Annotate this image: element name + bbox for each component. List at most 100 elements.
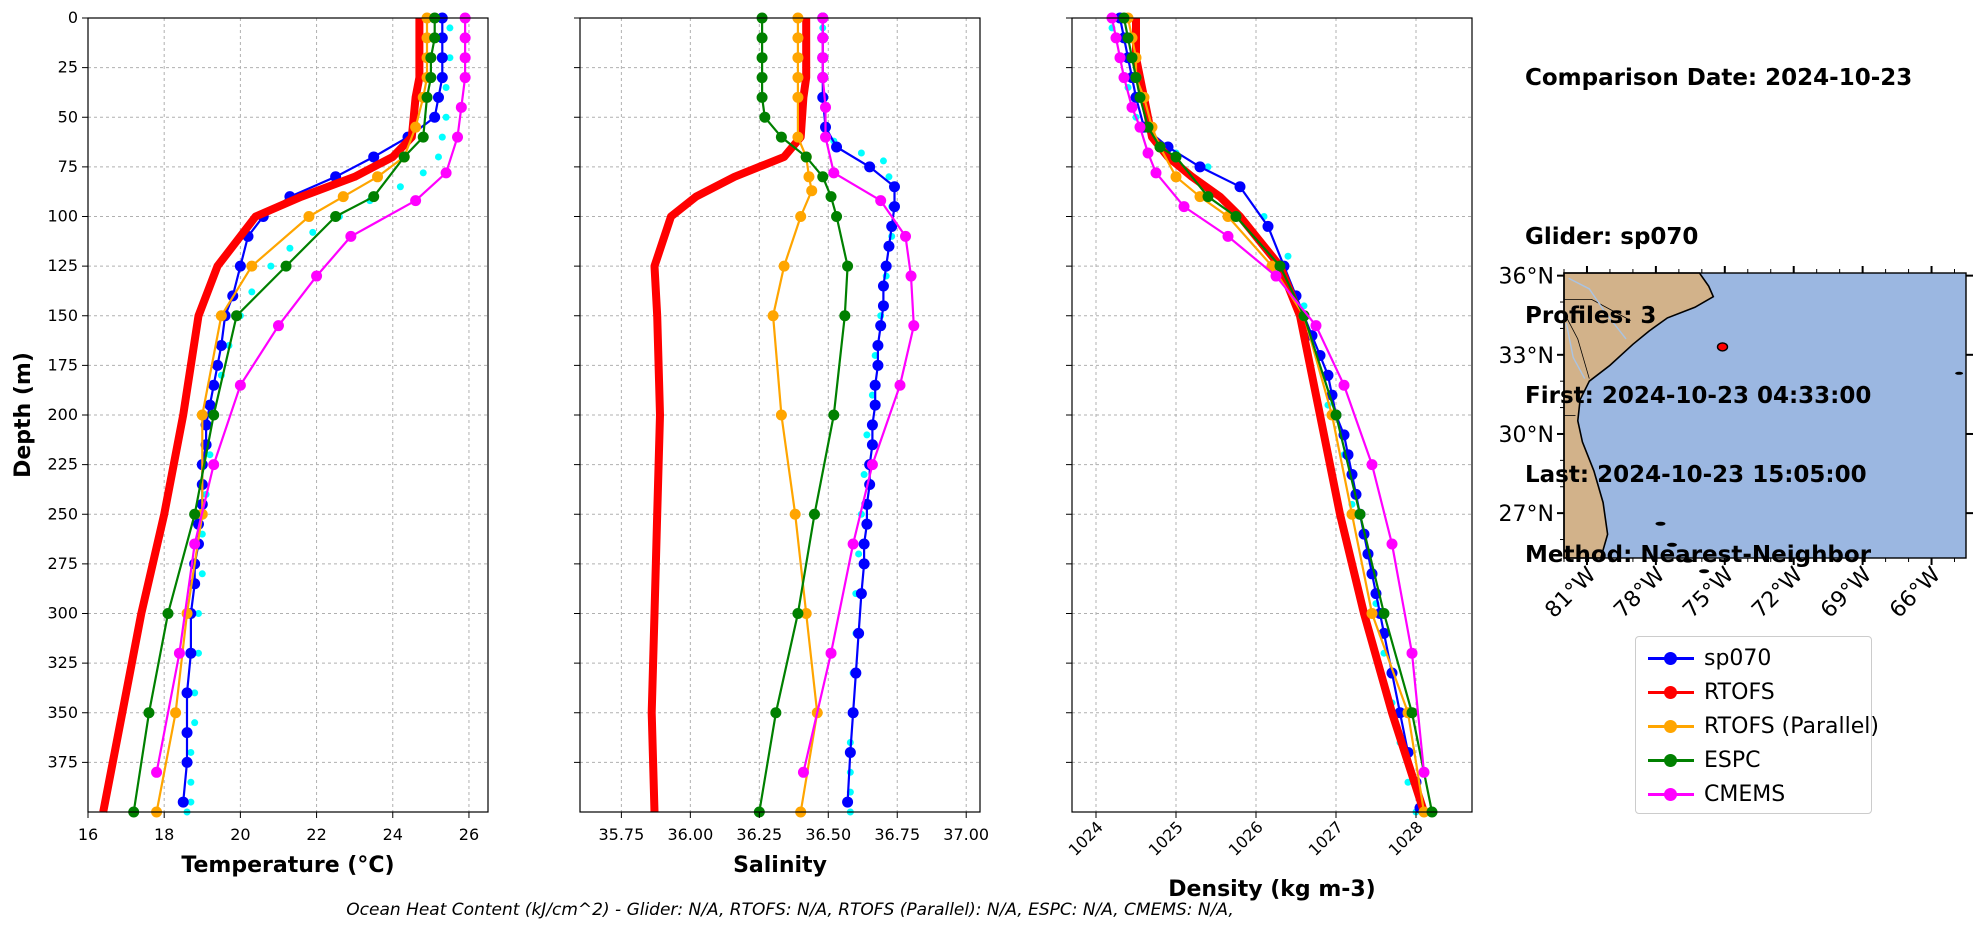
x-tick-label: 22 xyxy=(306,825,326,844)
series-point xyxy=(436,52,448,64)
raw-glider-point xyxy=(191,689,199,697)
series-point xyxy=(1418,766,1430,778)
series-line-sp070 xyxy=(821,18,896,803)
series-point xyxy=(452,131,464,143)
series-point xyxy=(272,320,284,332)
series-point xyxy=(817,171,829,183)
y-tick-label: 75 xyxy=(58,157,78,176)
legend-entry: ESPC xyxy=(1636,743,1761,777)
series-point xyxy=(792,608,804,619)
series-point xyxy=(1270,270,1282,282)
series-point xyxy=(1274,260,1286,272)
series-line-cmems xyxy=(802,18,915,773)
state-border xyxy=(1564,298,1631,321)
last-time: Last: 2024-10-23 15:05:00 xyxy=(1525,462,1867,488)
raw-glider-point xyxy=(879,157,887,165)
series-point xyxy=(844,746,856,758)
series-point xyxy=(459,72,471,84)
legend-swatch-marker xyxy=(1664,652,1677,665)
lat-tick-label: 27°N xyxy=(1499,502,1554,527)
series-point xyxy=(789,508,801,520)
series-point xyxy=(1130,72,1142,84)
series-point xyxy=(858,538,870,550)
series-point xyxy=(215,340,227,352)
series-point xyxy=(204,399,216,411)
series-point xyxy=(1354,508,1366,520)
series-point xyxy=(1366,608,1378,619)
series-point xyxy=(330,211,342,222)
y-tick-label: 100 xyxy=(47,207,78,226)
first-time: First: 2024-10-23 04:33:00 xyxy=(1525,382,1872,409)
raw-glider-point xyxy=(191,719,199,727)
series-point xyxy=(775,409,787,421)
x-axis-label: Salinity xyxy=(733,853,827,878)
legend-entry: sp070 xyxy=(1636,641,1771,675)
series-point xyxy=(1222,230,1234,242)
series-point xyxy=(1170,171,1182,183)
series-point xyxy=(455,101,467,113)
series-point xyxy=(1134,91,1146,103)
y-tick-label: 225 xyxy=(47,455,78,474)
series-point xyxy=(1142,147,1154,159)
series-point xyxy=(831,141,843,153)
series-point xyxy=(410,195,422,207)
series-point xyxy=(1330,409,1342,421)
series-point xyxy=(337,191,349,203)
series-point xyxy=(246,260,258,272)
series-point xyxy=(888,201,900,213)
x-tick-label: 1026 xyxy=(1225,817,1267,859)
x-tick-label: 37.00 xyxy=(943,825,989,844)
info-block: Comparison Date: 2024-10-23 Glider: sp07… xyxy=(1525,12,1912,595)
x-tick-label: 36.50 xyxy=(805,825,851,844)
series-point xyxy=(1126,52,1138,64)
series-point xyxy=(1230,211,1242,222)
series-point xyxy=(820,101,832,113)
raw-glider-point xyxy=(267,262,275,270)
series-point xyxy=(858,558,870,570)
series-point xyxy=(368,151,380,163)
legend-swatch-marker xyxy=(1664,720,1677,733)
y-tick-label: 175 xyxy=(47,355,78,374)
series-point xyxy=(436,72,448,84)
profile-panel-3: 1024 1025 1026 1027 1028 Density (kg m-3) xyxy=(1065,12,1473,902)
series-point xyxy=(877,300,889,312)
series-point xyxy=(368,191,380,203)
x-tick-label: 24 xyxy=(383,825,403,844)
series-point xyxy=(792,32,804,44)
raw-glider-point xyxy=(863,431,871,439)
series-point xyxy=(770,707,782,719)
raw-glider-point xyxy=(286,244,294,252)
series-point xyxy=(345,230,357,242)
series-point xyxy=(900,230,912,242)
series-line-rtofs xyxy=(647,18,811,813)
lat-tick-label: 33°N xyxy=(1499,344,1554,369)
series-line-espc xyxy=(132,18,436,813)
series-point xyxy=(1406,647,1418,659)
series-point xyxy=(1394,707,1406,719)
series-point xyxy=(767,310,779,322)
series-point xyxy=(831,211,843,222)
y-tick-label: 200 xyxy=(47,405,78,424)
series-point xyxy=(231,310,243,322)
series-point xyxy=(864,161,876,173)
series-point xyxy=(208,379,220,391)
series-point xyxy=(1118,72,1130,84)
series-point xyxy=(173,647,185,659)
series-point xyxy=(869,379,881,391)
y-tick-label: 0 xyxy=(68,8,78,27)
y-tick-label: 250 xyxy=(47,504,78,523)
series-point xyxy=(208,459,220,471)
series-point xyxy=(875,195,887,207)
legend-swatch xyxy=(1644,777,1698,811)
series-point xyxy=(866,459,878,471)
y-tick-label: 350 xyxy=(47,703,78,722)
raw-glider-point xyxy=(442,83,450,91)
series-line-rtofs xyxy=(99,18,424,813)
series-point xyxy=(806,185,818,197)
series-point xyxy=(234,260,246,272)
raw-glider-point xyxy=(1204,163,1212,171)
series-point xyxy=(410,121,422,133)
series-point xyxy=(189,508,201,520)
series-point xyxy=(170,707,182,719)
raw-glider-point xyxy=(187,798,195,806)
